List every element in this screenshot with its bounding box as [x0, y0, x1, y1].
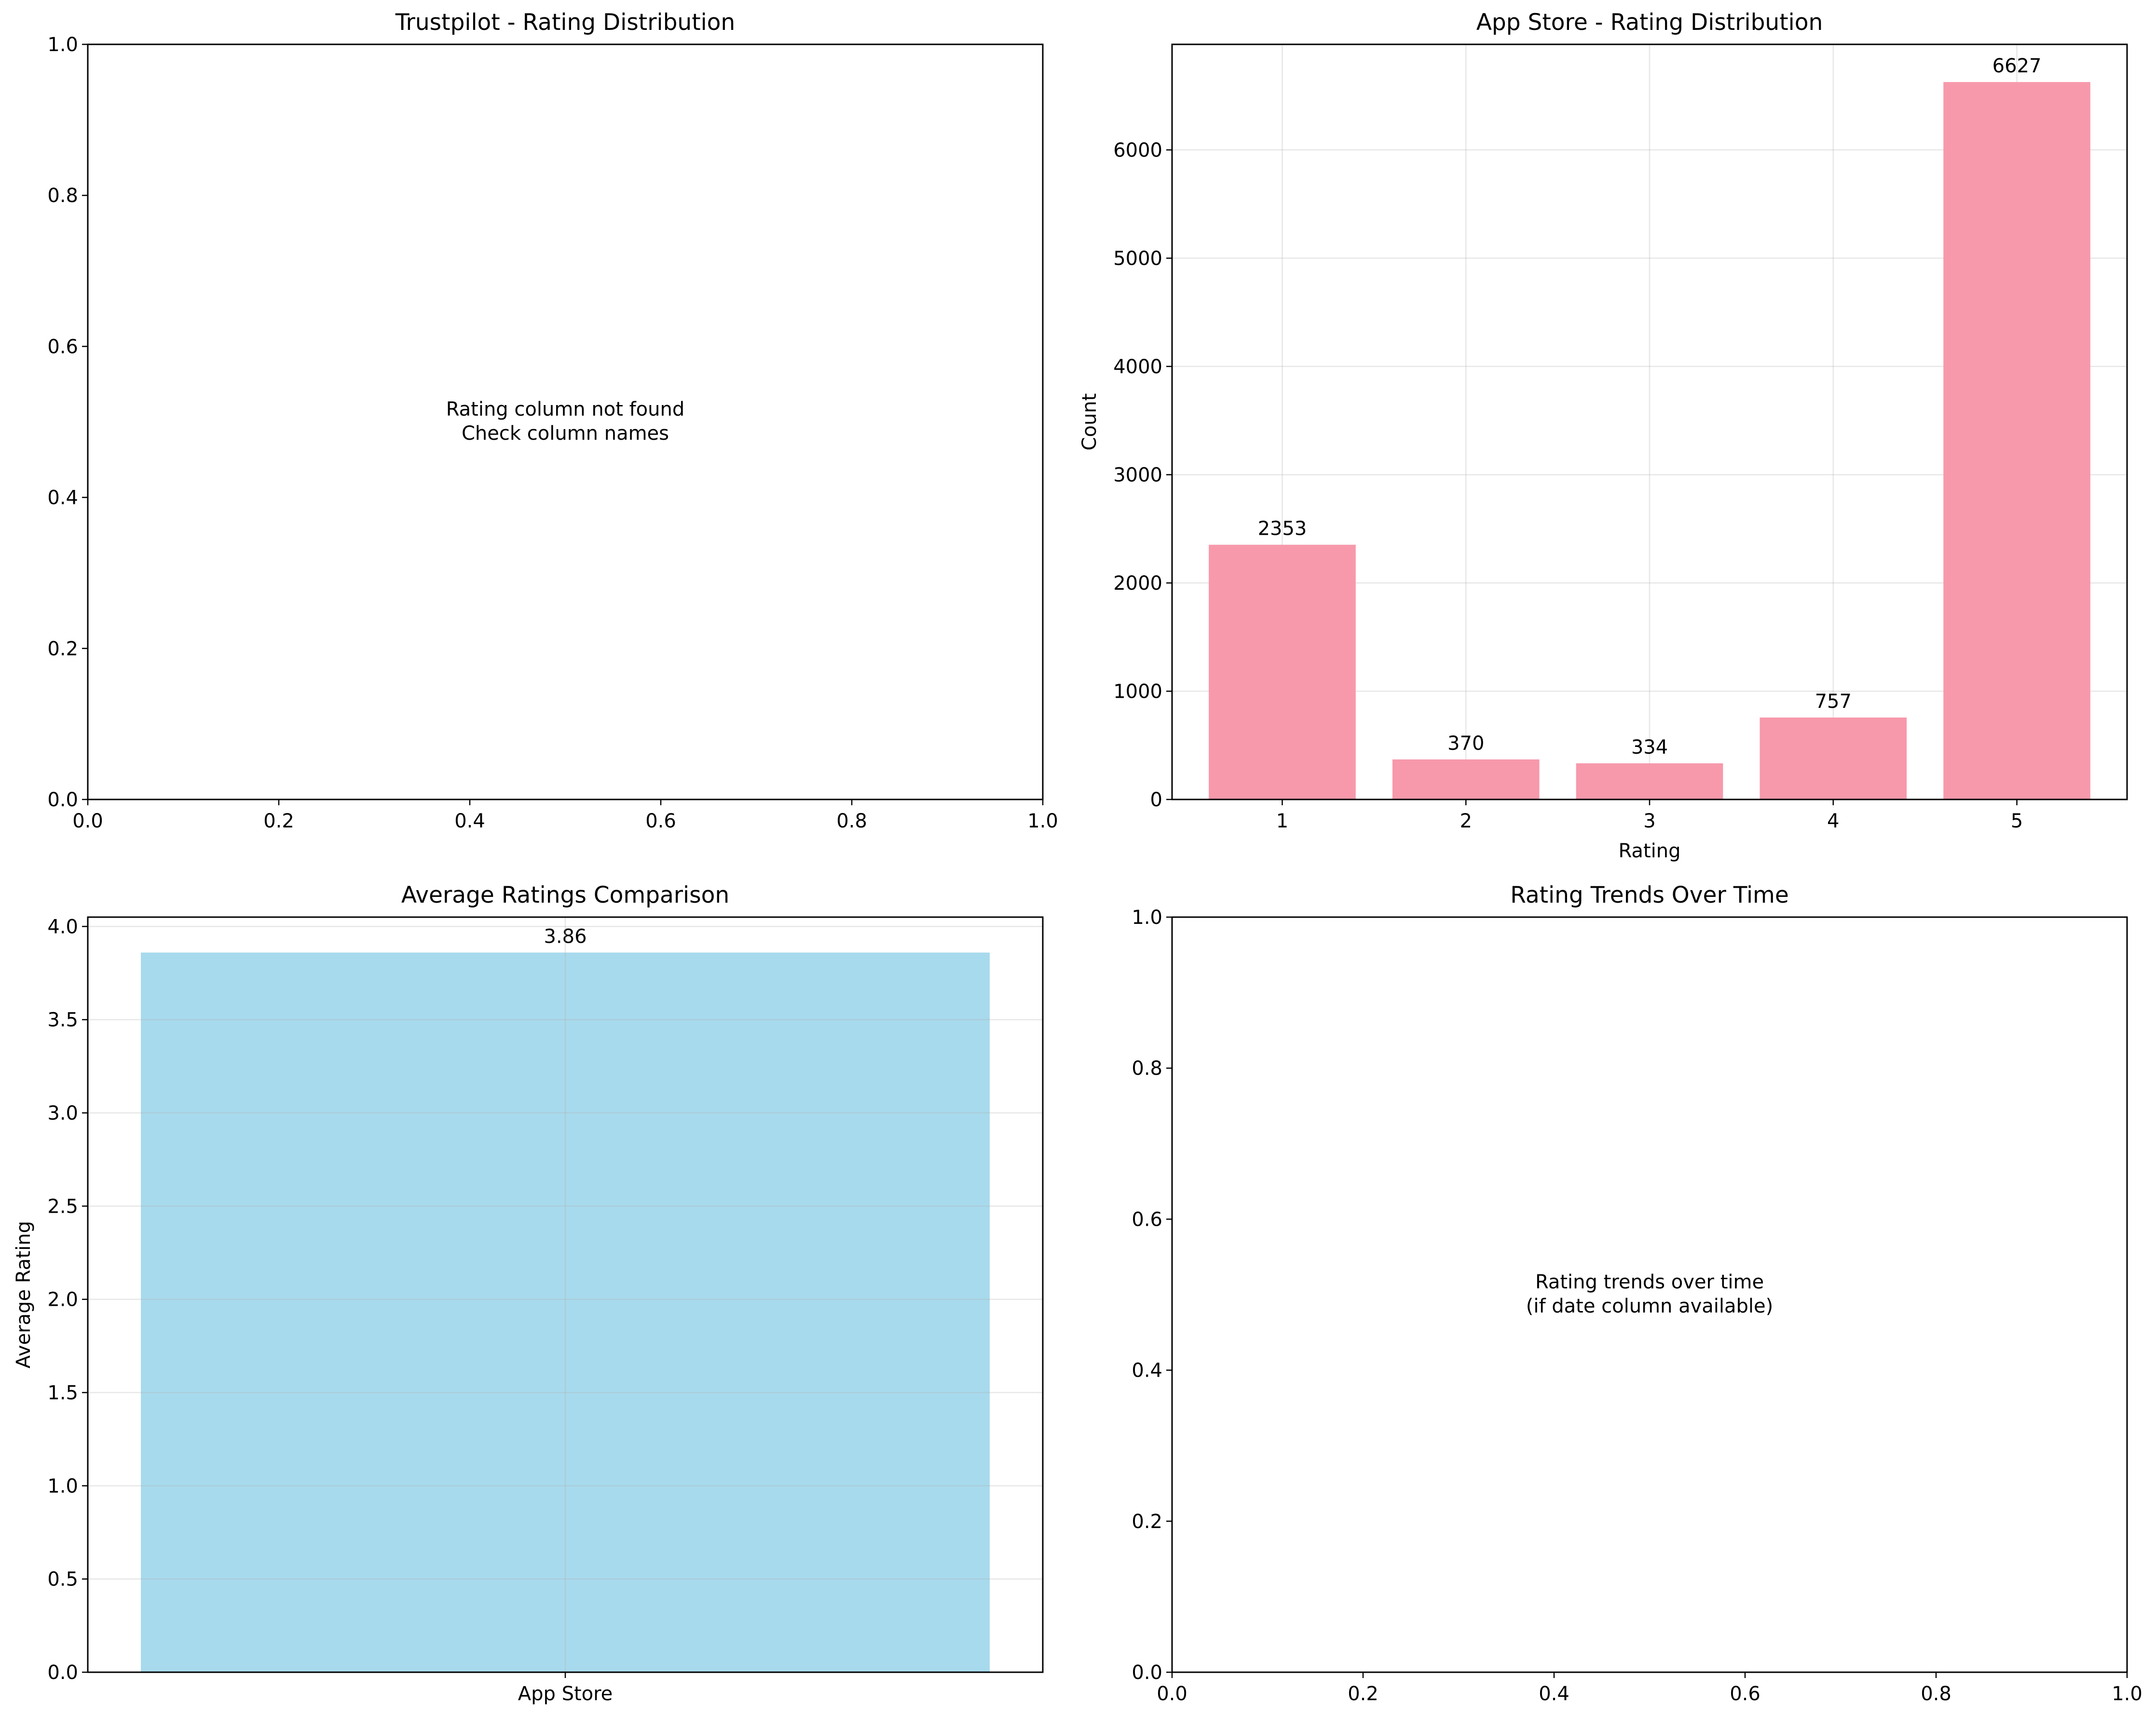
x-axis-ticks: 1 2 3 4 5	[1276, 799, 2023, 832]
y-axis-label: Count	[1078, 393, 1101, 451]
y-tick-label: 0	[1150, 789, 1162, 811]
app-store-rating-distribution-panel: App Store - Rating Distribution 2353 370 3…	[1078, 9, 2128, 862]
y-axis-ticks: 0.0 0.2 0.4 0.6 0.8 1.0	[47, 34, 88, 811]
y-tick-label: 0.4	[1132, 1360, 1162, 1382]
y-tick-label: 0.0	[1132, 1662, 1162, 1684]
y-tick-label: 0.6	[1132, 1208, 1162, 1231]
x-tick-label: 0.8	[1921, 1683, 1951, 1705]
y-tick-label: 0.5	[47, 1569, 78, 1591]
y-tick-label: 0.2	[47, 638, 78, 660]
x-tick-label: 2	[1460, 810, 1472, 832]
plot-frame	[1171, 916, 2128, 1673]
x-tick-label: 0.2	[1348, 1683, 1378, 1705]
x-tick-label: 0.6	[645, 810, 676, 832]
x-tick-label: 3	[1643, 810, 1655, 832]
message-line-2: (if date column available)	[1526, 1295, 1774, 1317]
average-ratings-comparison-panel: Average Ratings Comparison 3.86 0.0 0.5 1.…	[13, 882, 1044, 1705]
y-axis-ticks: 0 1000 2000 3000 4000 5000 6000	[1113, 139, 1172, 811]
bars: 3.86	[141, 925, 990, 1672]
x-tick-label: 5	[2011, 810, 2023, 832]
x-tick-label: 1.0	[1027, 810, 1058, 832]
y-tick-label: 0.4	[47, 487, 78, 509]
panel-title: App Store - Rating Distribution	[1476, 9, 1823, 36]
panel-title: Average Ratings Comparison	[401, 882, 729, 908]
y-tick-label: 3.0	[47, 1102, 78, 1124]
message-line-1: Rating column not found	[446, 398, 685, 420]
bar-1	[1209, 544, 1356, 799]
bar-3	[1576, 763, 1723, 799]
x-axis-ticks: 0.0 0.2 0.4 0.6 0.8 1.0	[72, 799, 1058, 832]
bar-app-store	[141, 952, 990, 1672]
y-tick-label: 2.5	[47, 1195, 78, 1218]
x-tick-label: 0.4	[454, 810, 485, 832]
plot-frame	[87, 916, 1044, 1673]
bar-2	[1392, 759, 1540, 799]
x-tick-label: 0.6	[1730, 1683, 1760, 1705]
x-tick-label: App Store	[518, 1683, 613, 1705]
bar-4	[1760, 717, 1907, 799]
y-tick-label: 1.0	[1132, 907, 1162, 929]
y-tick-label: 3.5	[47, 1009, 78, 1031]
y-tick-label: 3000	[1113, 464, 1162, 486]
bar-value-label: 370	[1447, 732, 1484, 755]
x-tick-label: 0.0	[1157, 1683, 1187, 1705]
x-tick-label: 4	[1827, 810, 1839, 832]
y-tick-label: 1000	[1113, 680, 1162, 703]
panel-title: Trustpilot - Rating Distribution	[395, 9, 735, 36]
bars: 2353 370 334 757 6627	[1209, 55, 2090, 800]
x-tick-label: 0.4	[1539, 1683, 1569, 1705]
y-tick-label: 5000	[1113, 247, 1162, 270]
y-tick-label: 0.0	[47, 789, 78, 811]
x-axis-ticks: 0.0 0.2 0.4 0.6 0.8 1.0	[1157, 1672, 2142, 1705]
y-tick-label: 2.0	[47, 1289, 78, 1311]
y-tick-label: 0.0	[47, 1662, 78, 1684]
bar-value-label: 3.86	[544, 925, 587, 947]
bar-value-label: 2353	[1258, 518, 1307, 540]
x-axis-label: Rating	[1619, 840, 1681, 862]
bar-value-label: 334	[1631, 736, 1668, 758]
x-tick-label: 0.2	[263, 810, 294, 832]
panel-title: Rating Trends Over Time	[1510, 882, 1789, 908]
message-line-1: Rating trends over time	[1535, 1271, 1764, 1293]
y-tick-label: 1.0	[47, 1475, 78, 1497]
plot-frame	[1171, 43, 2128, 800]
y-tick-label: 2000	[1113, 572, 1162, 595]
x-axis-ticks: App Store	[518, 1672, 613, 1705]
y-axis-ticks: 0.0 0.5 1.0 1.5 2.0 2.5 3.0 3.5 4.0	[47, 916, 88, 1684]
x-tick-label: 1	[1276, 810, 1288, 832]
x-tick-label: 1.0	[2112, 1683, 2142, 1705]
bar-value-label: 6627	[1992, 55, 2042, 77]
x-tick-label: 0.8	[836, 810, 867, 832]
y-axis-label: Average Rating	[13, 1221, 35, 1368]
y-tick-label: 0.8	[47, 185, 78, 207]
message-line-2: Check column names	[462, 422, 669, 445]
x-tick-label: 0.0	[72, 810, 103, 832]
plot-frame	[87, 43, 1044, 800]
y-tick-label: 0.2	[1132, 1511, 1162, 1533]
trustpilot-rating-distribution-panel: Trustpilot - Rating Distribution 0.00.20…	[47, 9, 1058, 832]
y-axis-ticks: 0.0 0.2 0.4 0.6 0.8 1.0	[1132, 907, 1172, 1684]
y-tick-label: 4.0	[47, 916, 78, 938]
bar-5	[1943, 82, 2090, 800]
y-tick-label: 4000	[1113, 356, 1162, 378]
y-tick-label: 0.8	[1132, 1057, 1162, 1080]
bar-value-label: 757	[1815, 690, 1852, 713]
y-tick-label: 6000	[1113, 139, 1162, 162]
y-tick-label: 1.5	[47, 1382, 78, 1404]
y-tick-label: 1.0	[47, 34, 78, 56]
rating-trends-over-time-panel: Rating Trends Over Time 0.0 0.2 0.4 0.6 0.8 1…	[1132, 882, 2142, 1705]
y-tick-label: 0.6	[47, 336, 78, 358]
